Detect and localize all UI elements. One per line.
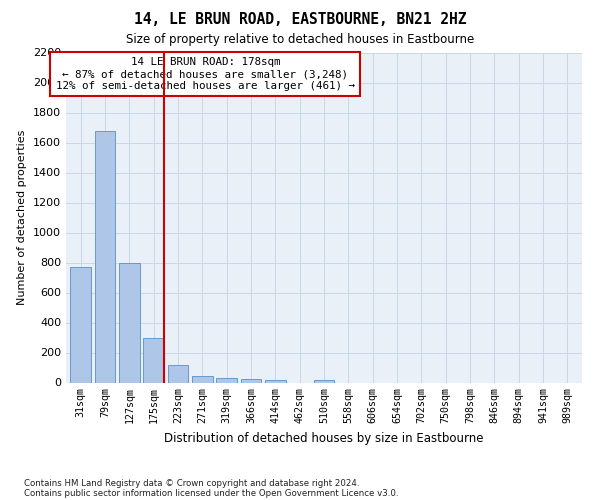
Bar	[241, 379, 262, 382]
Bar	[119, 263, 140, 382]
Bar	[192, 376, 212, 382]
Text: Contains HM Land Registry data © Crown copyright and database right 2024.: Contains HM Land Registry data © Crown c…	[24, 478, 359, 488]
Text: 14 LE BRUN ROAD: 178sqm
← 87% of detached houses are smaller (3,248)
12% of semi: 14 LE BRUN ROAD: 178sqm ← 87% of detache…	[56, 58, 355, 90]
Bar	[167, 365, 188, 382]
Bar	[265, 380, 286, 382]
X-axis label: Distribution of detached houses by size in Eastbourne: Distribution of detached houses by size …	[164, 432, 484, 444]
Y-axis label: Number of detached properties: Number of detached properties	[17, 130, 28, 305]
Bar	[70, 267, 91, 382]
Text: Contains public sector information licensed under the Open Government Licence v3: Contains public sector information licen…	[24, 488, 398, 498]
Bar	[216, 378, 237, 382]
Text: 14, LE BRUN ROAD, EASTBOURNE, BN21 2HZ: 14, LE BRUN ROAD, EASTBOURNE, BN21 2HZ	[134, 12, 466, 28]
Bar	[143, 338, 164, 382]
Bar	[95, 130, 115, 382]
Text: Size of property relative to detached houses in Eastbourne: Size of property relative to detached ho…	[126, 32, 474, 46]
Bar	[314, 380, 334, 382]
